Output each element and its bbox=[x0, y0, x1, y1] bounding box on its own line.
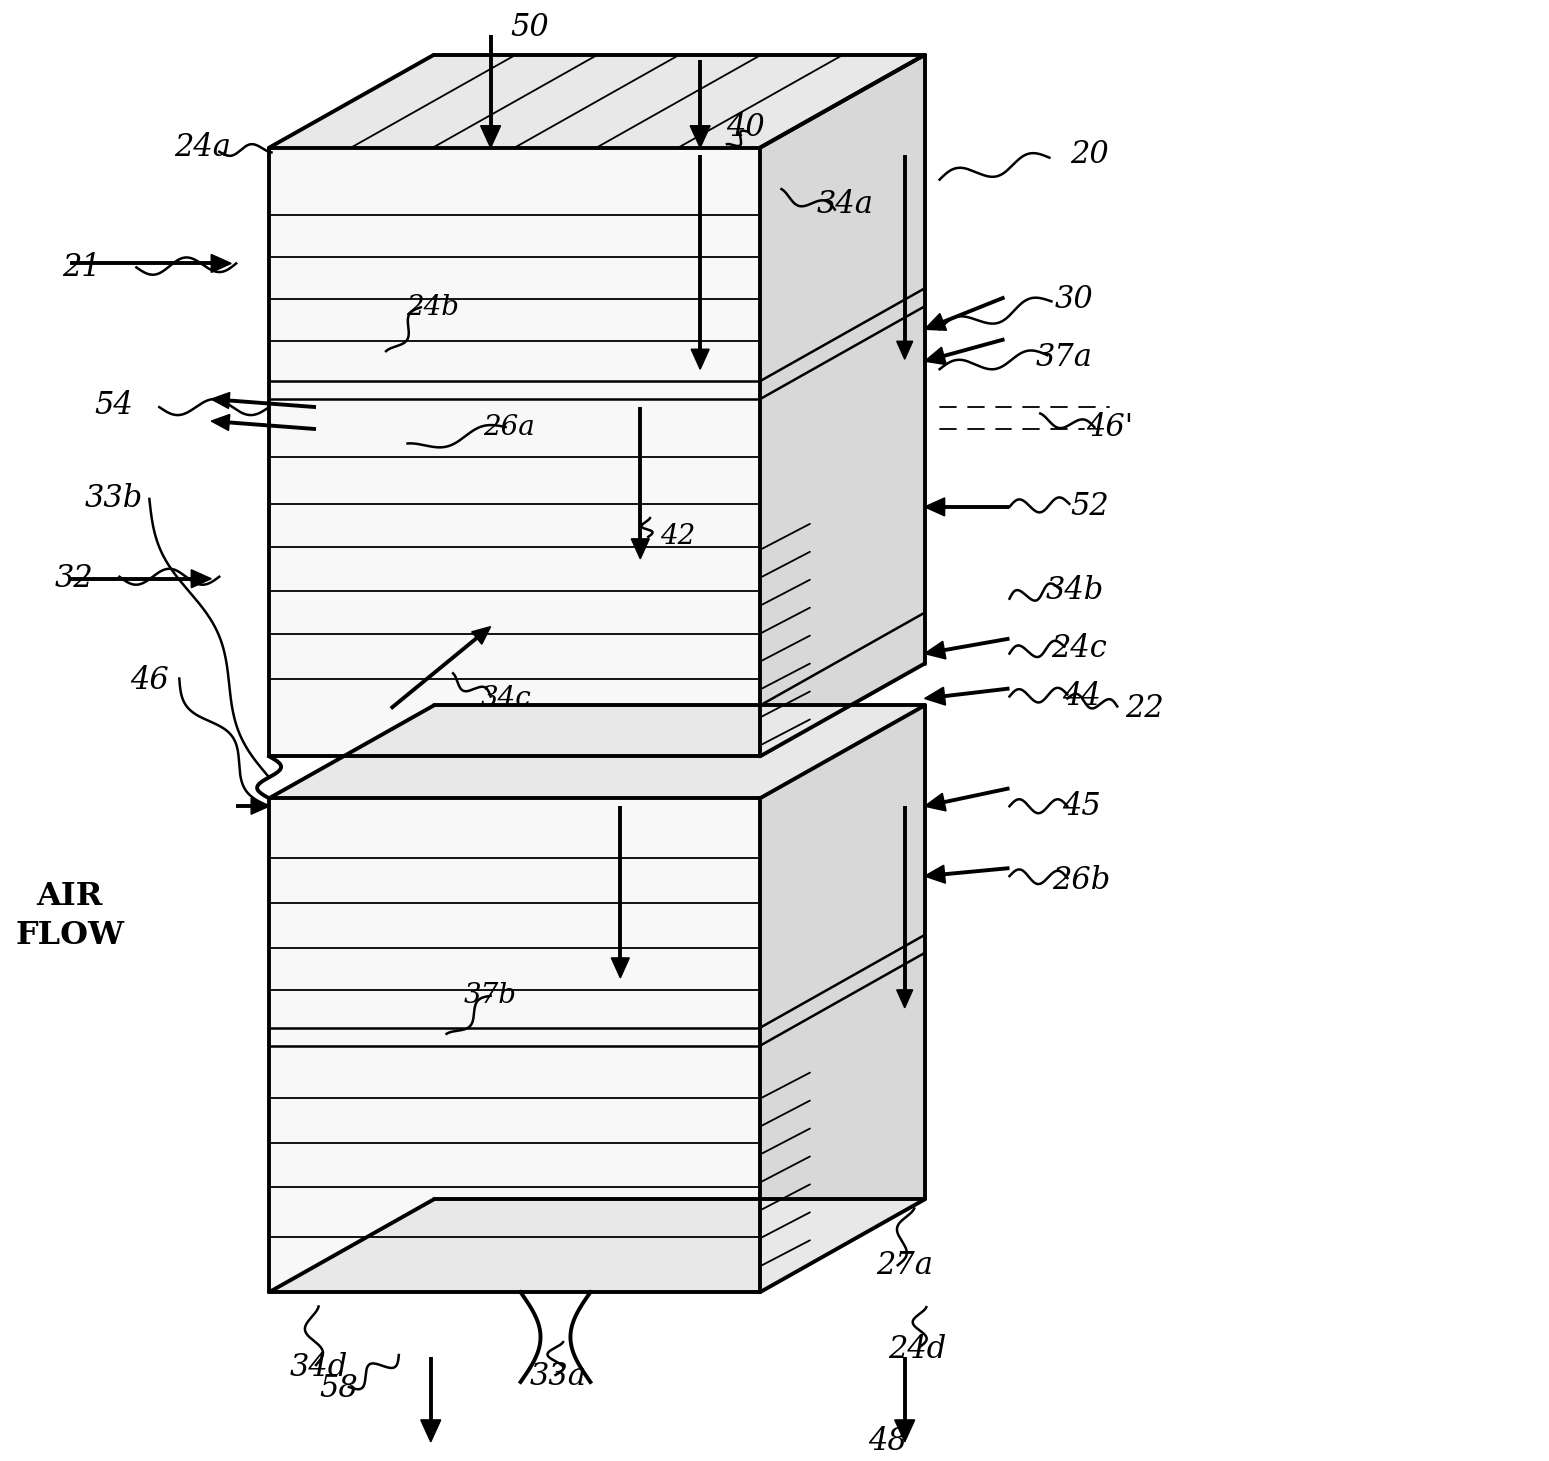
Text: 58: 58 bbox=[319, 1373, 358, 1404]
Text: 34b: 34b bbox=[1046, 576, 1103, 606]
Text: 24a: 24a bbox=[175, 131, 231, 164]
Polygon shape bbox=[925, 498, 945, 516]
Text: 26b: 26b bbox=[1052, 865, 1111, 896]
Text: 52: 52 bbox=[1070, 491, 1109, 523]
Text: 37b: 37b bbox=[465, 982, 517, 1010]
Text: 24d: 24d bbox=[889, 1334, 946, 1365]
Polygon shape bbox=[925, 348, 946, 365]
Text: 27a: 27a bbox=[877, 1249, 932, 1281]
Polygon shape bbox=[925, 641, 946, 659]
Text: 33a: 33a bbox=[530, 1362, 587, 1392]
Text: 37a: 37a bbox=[1036, 342, 1092, 373]
Polygon shape bbox=[925, 865, 945, 882]
Text: 32: 32 bbox=[54, 564, 93, 595]
Text: 42: 42 bbox=[660, 523, 696, 551]
Polygon shape bbox=[191, 570, 211, 587]
Text: 50: 50 bbox=[511, 13, 550, 44]
Text: 46': 46' bbox=[1086, 412, 1132, 443]
Text: 22: 22 bbox=[1125, 693, 1163, 725]
Text: FLOW: FLOW bbox=[15, 920, 124, 951]
Text: 24b: 24b bbox=[406, 294, 459, 321]
Polygon shape bbox=[270, 1199, 925, 1292]
Polygon shape bbox=[761, 56, 925, 757]
Text: 44: 44 bbox=[1063, 681, 1101, 712]
Polygon shape bbox=[691, 349, 709, 370]
Text: 54: 54 bbox=[94, 390, 133, 421]
Polygon shape bbox=[612, 958, 629, 977]
Polygon shape bbox=[211, 254, 231, 272]
Polygon shape bbox=[897, 342, 912, 359]
Polygon shape bbox=[270, 148, 761, 757]
Text: 48: 48 bbox=[869, 1426, 908, 1458]
Text: 46: 46 bbox=[130, 665, 169, 695]
Text: 20: 20 bbox=[1070, 139, 1109, 169]
Text: 40: 40 bbox=[725, 112, 765, 143]
Polygon shape bbox=[211, 415, 229, 431]
Text: 26a: 26a bbox=[483, 413, 534, 441]
Text: AIR: AIR bbox=[36, 881, 102, 912]
Text: 45: 45 bbox=[1063, 790, 1101, 821]
Polygon shape bbox=[691, 126, 709, 148]
Polygon shape bbox=[897, 991, 912, 1008]
Polygon shape bbox=[471, 627, 491, 644]
Text: 30: 30 bbox=[1055, 283, 1094, 316]
Polygon shape bbox=[270, 56, 925, 148]
Polygon shape bbox=[480, 126, 500, 148]
Polygon shape bbox=[251, 798, 270, 814]
Polygon shape bbox=[270, 798, 761, 1292]
Text: 24c: 24c bbox=[1052, 633, 1108, 665]
Polygon shape bbox=[211, 393, 229, 409]
Polygon shape bbox=[925, 793, 946, 811]
Text: 34a: 34a bbox=[816, 188, 874, 221]
Polygon shape bbox=[895, 1420, 915, 1442]
Polygon shape bbox=[421, 1420, 441, 1442]
Polygon shape bbox=[761, 706, 925, 1292]
Text: 21: 21 bbox=[62, 251, 101, 283]
Polygon shape bbox=[270, 706, 925, 798]
Text: 34c: 34c bbox=[480, 685, 531, 712]
Polygon shape bbox=[632, 539, 649, 558]
Polygon shape bbox=[925, 314, 946, 330]
Text: 34d: 34d bbox=[290, 1351, 349, 1382]
Text: 33b: 33b bbox=[84, 484, 143, 514]
Polygon shape bbox=[925, 687, 945, 706]
